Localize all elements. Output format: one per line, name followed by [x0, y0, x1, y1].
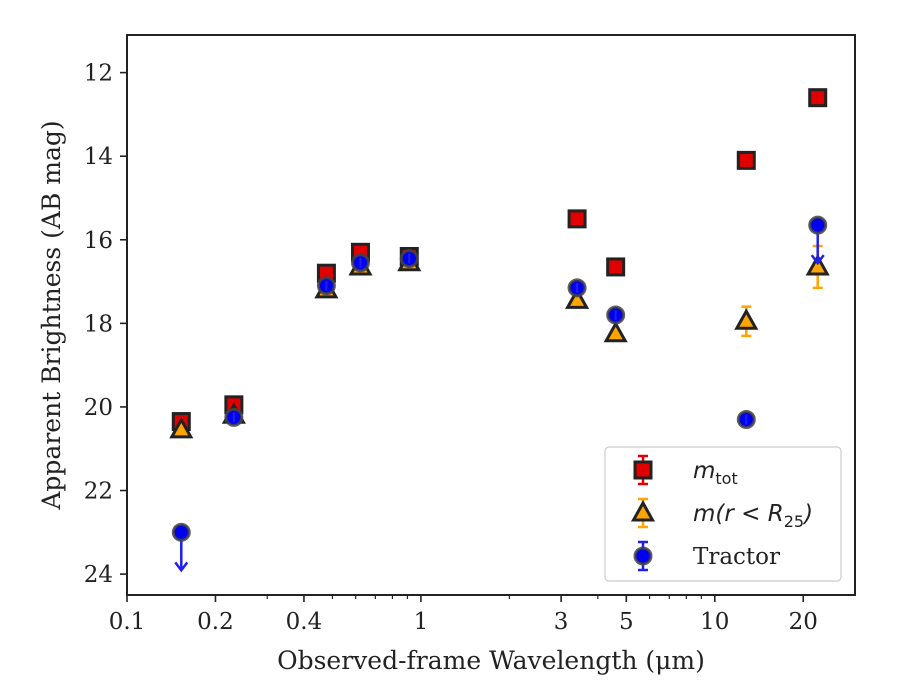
axes: 0.1 0.2 0.4 1 3 5 10 20 12 14 16 18 20 22 24	[84, 34, 856, 635]
legend-marker-circle	[633, 546, 653, 566]
x-tick-label: 0.4	[286, 609, 323, 635]
legend-marker-triangle	[630, 499, 656, 522]
y-axis-label: Apparent Brightness (AB mag)	[37, 120, 66, 510]
x-tick-label: 0.2	[197, 609, 234, 635]
data-point	[171, 522, 191, 542]
series-square	[171, 88, 828, 432]
legend-label: mtot	[693, 458, 738, 488]
x-tick-label: 1	[414, 609, 429, 635]
plot-area	[169, 88, 830, 573]
y-tick-label: 14	[84, 144, 113, 170]
x-tick-label: 0.1	[109, 609, 146, 635]
y-tick-label: 18	[84, 311, 113, 337]
series-triangle	[169, 244, 830, 439]
legend: mtot m(r < R25) Tractor	[604, 446, 842, 582]
y-tick-label: 24	[84, 562, 113, 588]
y-tick-label: 12	[84, 61, 113, 87]
legend-marker-square	[633, 460, 653, 480]
x-tick-label: 20	[789, 609, 818, 635]
x-tick-label: 10	[700, 609, 729, 635]
x-axis-label: Observed-frame Wavelength (μm)	[277, 646, 705, 675]
y-tick-label: 20	[84, 395, 113, 421]
legend-box	[604, 446, 842, 582]
series-circle	[171, 215, 828, 573]
plot-frame	[126, 34, 856, 596]
upper-limit-arrowhead	[810, 254, 825, 266]
y-tick-label: 22	[84, 479, 113, 505]
y-tick-label: 16	[84, 228, 113, 254]
x-tick-label: 3	[554, 609, 569, 635]
upper-limit-arrowhead	[174, 561, 189, 573]
x-tick-label: 5	[619, 609, 634, 635]
data-point	[808, 215, 828, 235]
legend-label: Tractor	[693, 544, 780, 570]
legend-label: m(r < R25)	[693, 501, 813, 531]
